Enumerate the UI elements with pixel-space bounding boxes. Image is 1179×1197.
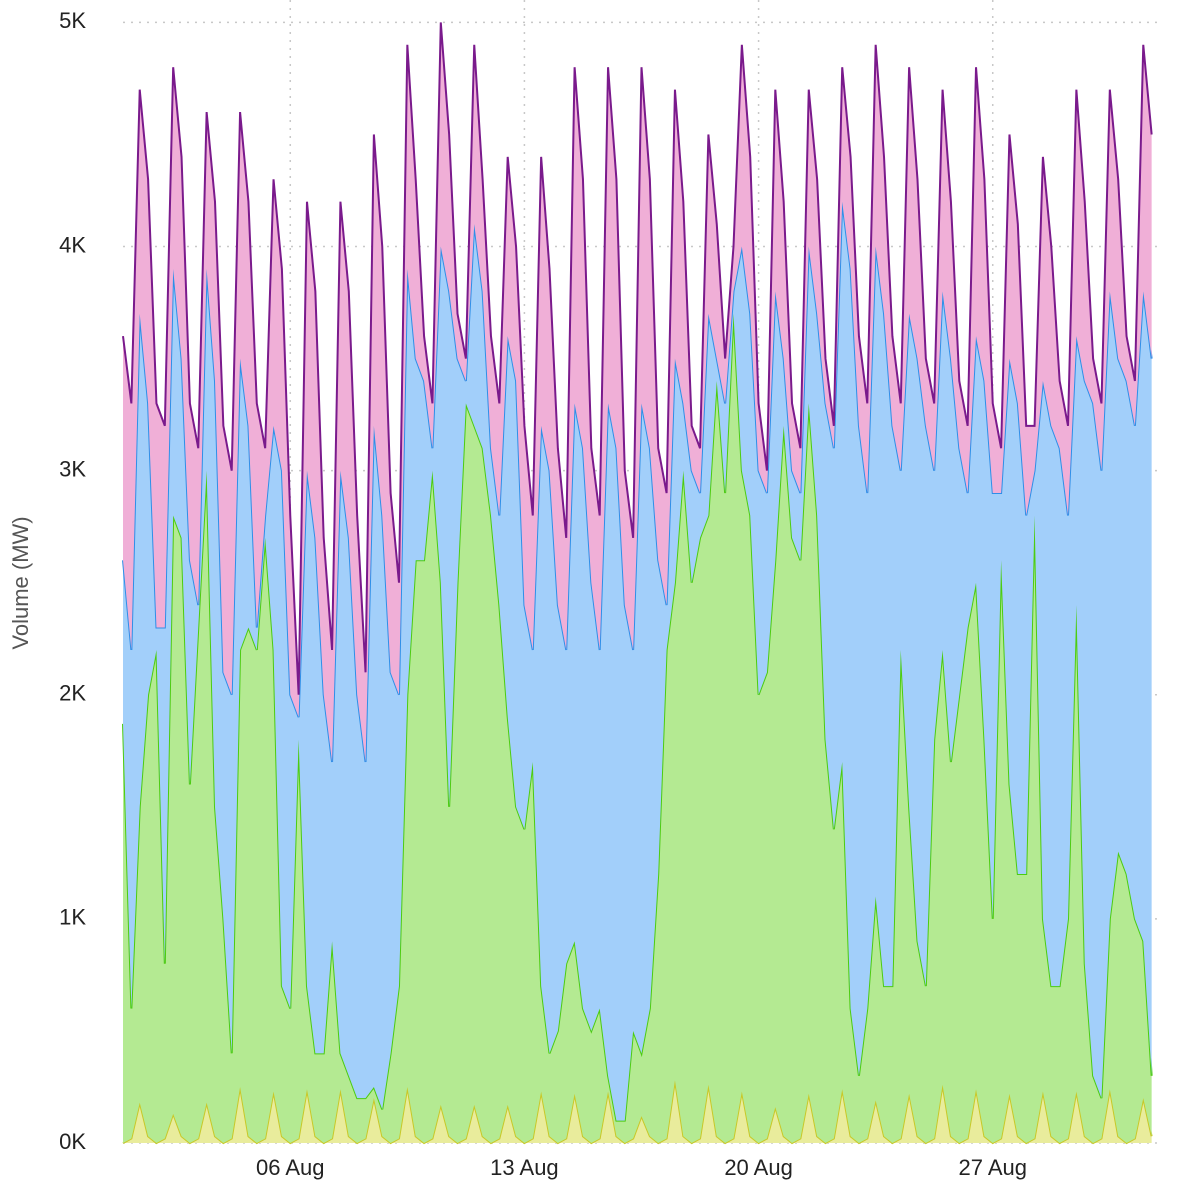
y-axis-label: Volume (MW) [8, 516, 33, 649]
x-tick-label: 13 Aug [490, 1155, 559, 1180]
area [123, 201, 1152, 1121]
y-tick-label: 0K [59, 1129, 86, 1154]
y-tick-label: 4K [59, 232, 86, 257]
area [123, 22, 1152, 763]
y-tick-label: 5K [59, 8, 86, 33]
x-tick-label: 20 Aug [724, 1155, 793, 1180]
area-line [122, 1080, 1153, 1145]
x-tick-label: 06 Aug [256, 1155, 325, 1180]
x-tick-label: 27 Aug [958, 1155, 1027, 1180]
area-line [122, 22, 1153, 695]
y-tick-label: 1K [59, 905, 86, 930]
y-tick-label: 2K [59, 681, 86, 706]
y-tick-label: 3K [59, 456, 86, 481]
